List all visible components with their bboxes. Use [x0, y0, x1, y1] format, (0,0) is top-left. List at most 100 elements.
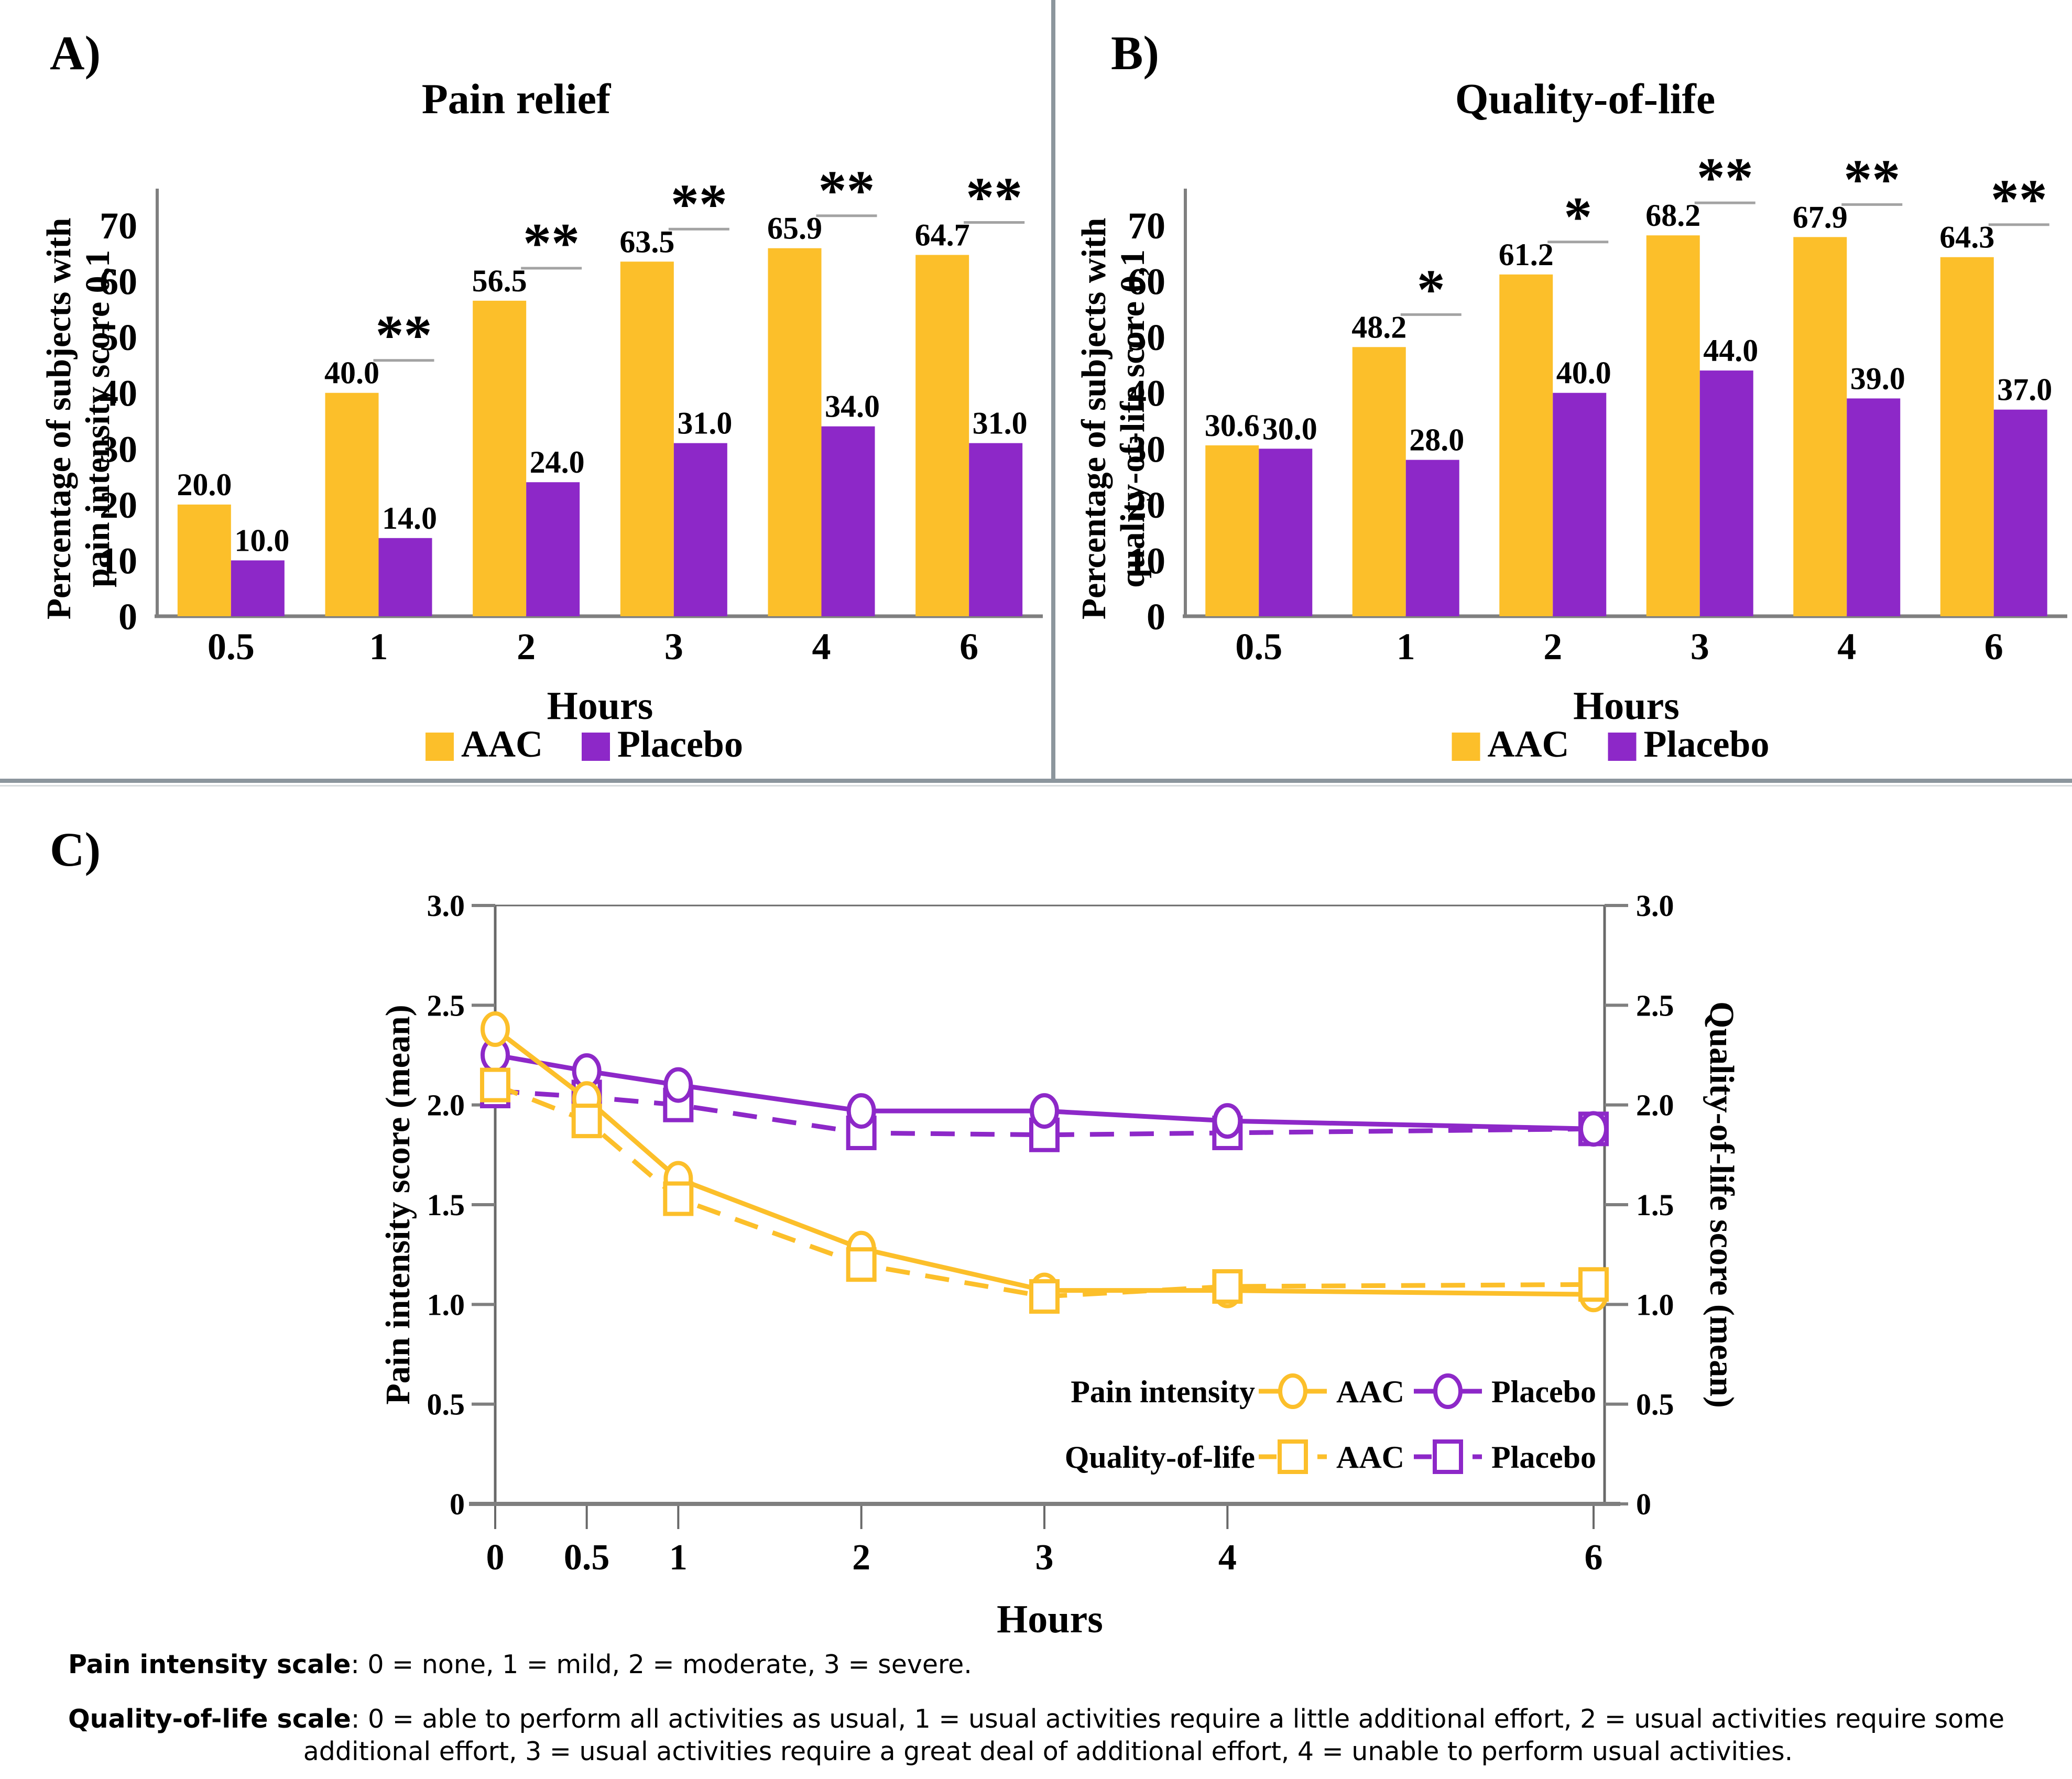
legend-swatch-placebo [1608, 733, 1637, 761]
x-tick-label: 3 [1691, 626, 1709, 668]
legend-marker-circle [1433, 1373, 1463, 1409]
bar-value-label-aac: 67.9 [1793, 200, 1848, 234]
y-tick-label: 60 [100, 261, 137, 303]
bar-value-label-aac: 63.5 [619, 224, 674, 259]
data-point-marker-square [663, 1181, 694, 1216]
data-point-marker-circle [1030, 1093, 1059, 1129]
legend-marker-square [1278, 1439, 1308, 1474]
significance-marker: * [1417, 258, 1445, 321]
data-point-marker-square [1212, 1269, 1243, 1304]
x-tick-label: 0.5 [1235, 626, 1282, 668]
x-tick-label: 6 [959, 626, 978, 668]
bar-value-label-placebo: 24.0 [530, 445, 585, 479]
significance-marker: ** [671, 173, 727, 235]
significance-marker: ** [1697, 147, 1753, 209]
significance-marker: ** [523, 212, 580, 275]
x-tick-label: 3 [664, 626, 683, 668]
right-y-tick-label: 2.5 [1636, 988, 1674, 1022]
x-tick-label: 0 [486, 1537, 505, 1578]
data-point-marker-square [480, 1067, 510, 1103]
scores-line-chart: 0 00.5 0.51.0 1.01.5 1.52.0 2.02.5 2.53.0 3.00 0… [427, 889, 1674, 1641]
right-y-tick-label: 3.0 [1636, 889, 1674, 923]
bar-placebo-3h [673, 443, 727, 616]
data-point-marker-square [846, 1247, 877, 1282]
panel-b-letter: B) [1111, 26, 1159, 80]
x-axis-label: Hours [1573, 684, 1680, 728]
bar-value-label-aac: 20.0 [177, 467, 232, 502]
series-pain-intensity-aac [481, 1011, 1608, 1313]
bar-value-label-placebo: 34.0 [825, 389, 880, 424]
y-tick-label: 0 [1147, 596, 1165, 638]
legend-row-label: Pain intensity [1071, 1374, 1255, 1409]
data-point-marker-circle [663, 1067, 693, 1103]
y-tick-label: 30 [1128, 428, 1165, 470]
bar-aac-6h [1940, 257, 1994, 616]
x-tick-label: 2 [1543, 626, 1562, 668]
left-y-tick-label: 1.0 [427, 1287, 465, 1322]
y-tick-label: 50 [100, 316, 137, 358]
y-tick-label: 0 [118, 596, 137, 638]
bar-aac-1h [325, 392, 379, 616]
bar-value-label-placebo: 44.0 [1703, 333, 1758, 368]
x-tick-label: 0.5 [208, 626, 255, 668]
bar-aac-2h [473, 300, 527, 616]
bar-value-label-placebo: 14.0 [382, 501, 437, 536]
bar-placebo-4h [821, 426, 875, 616]
bar-value-label-placebo: 39.0 [1850, 361, 1905, 396]
significance-marker: ** [1991, 169, 2047, 231]
bar-placebo-1h [378, 538, 432, 616]
bar-aac-3h [1646, 235, 1700, 616]
data-point-marker-circle [1579, 1111, 1608, 1147]
y-tick-label: 40 [100, 373, 137, 414]
bar-value-label-aac: 56.5 [472, 264, 527, 298]
left-y-tick-label: 2.5 [427, 988, 465, 1022]
bar-aac-6h [915, 255, 969, 616]
right-y-tick-label: 2.0 [1636, 1088, 1674, 1122]
y-tick-label: 20 [100, 484, 137, 526]
x-axis-label: Hours [997, 1597, 1103, 1641]
x-tick-label: 6 [1585, 1537, 1603, 1578]
data-point-marker-square [1029, 1279, 1060, 1314]
data-point-marker-square [1578, 1267, 1609, 1302]
right-y-tick-label: 0.5 [1636, 1388, 1674, 1422]
x-tick-label: 1 [1397, 626, 1415, 668]
significance-marker: ** [966, 166, 1022, 228]
bar-value-label-aac: 68.2 [1645, 198, 1700, 233]
bar-placebo-4h [1847, 398, 1901, 616]
bar-value-label-placebo: 31.0 [677, 406, 732, 441]
legend-swatch-aac [1452, 733, 1480, 761]
bar-placebo-2h [526, 482, 580, 616]
legend-label-placebo: Placebo [1644, 723, 1770, 765]
significance-marker: * [1564, 186, 1592, 248]
bar-value-label-placebo: 31.0 [973, 406, 1028, 441]
pain-relief-bar-chart: 0 10 20 30 40 50 60 70 20.010.0 0.5 40.0 14.0 ** 1 56.… [100, 160, 1043, 765]
bar-aac-1h [1352, 347, 1406, 616]
left-y-tick-label: 1.5 [427, 1188, 465, 1222]
bar-value-label-aac: 64.3 [1939, 220, 1994, 255]
left-y-tick-label: 2.0 [427, 1088, 465, 1122]
bar-aac-3h [620, 261, 674, 616]
legend-label-placebo: Placebo [617, 723, 743, 765]
bar-placebo-3h [1699, 370, 1753, 616]
y-tick-label: 10 [1128, 540, 1165, 582]
y-tick-label: 30 [100, 428, 137, 470]
data-point-marker-circle [1213, 1103, 1242, 1139]
bar-value-label-placebo: 40.0 [1556, 356, 1611, 390]
qol-scale-footnote-line2: additional effort, 3 = usual activities … [89, 1737, 2007, 1767]
y-tick-label: 10 [100, 540, 137, 582]
qol-scale-footnote-line1: Quality-of-life scale: 0 = able to perfo… [68, 1704, 2007, 1735]
legend-label-aac: AAC [1488, 723, 1569, 765]
bar-value-label-aac: 61.2 [1499, 237, 1554, 272]
bar-value-label-aac: 65.9 [767, 211, 822, 246]
bar-value-label-aac: 40.0 [324, 356, 379, 390]
right-y-tick-label: 1.0 [1636, 1287, 1674, 1322]
legend-row-label: Quality-of-life [1065, 1440, 1255, 1475]
pain-scale-footnote-text: : 0 = none, 1 = mild, 2 = moderate, 3 = … [351, 1650, 972, 1679]
x-tick-label: 1 [369, 626, 388, 668]
legend-marker-circle [1278, 1373, 1307, 1409]
bar-value-label-placebo: 37.0 [1997, 373, 2052, 407]
legend-entry-label: Placebo [1491, 1440, 1596, 1475]
y-tick-label: 60 [1128, 261, 1165, 303]
significance-marker: ** [376, 304, 432, 367]
